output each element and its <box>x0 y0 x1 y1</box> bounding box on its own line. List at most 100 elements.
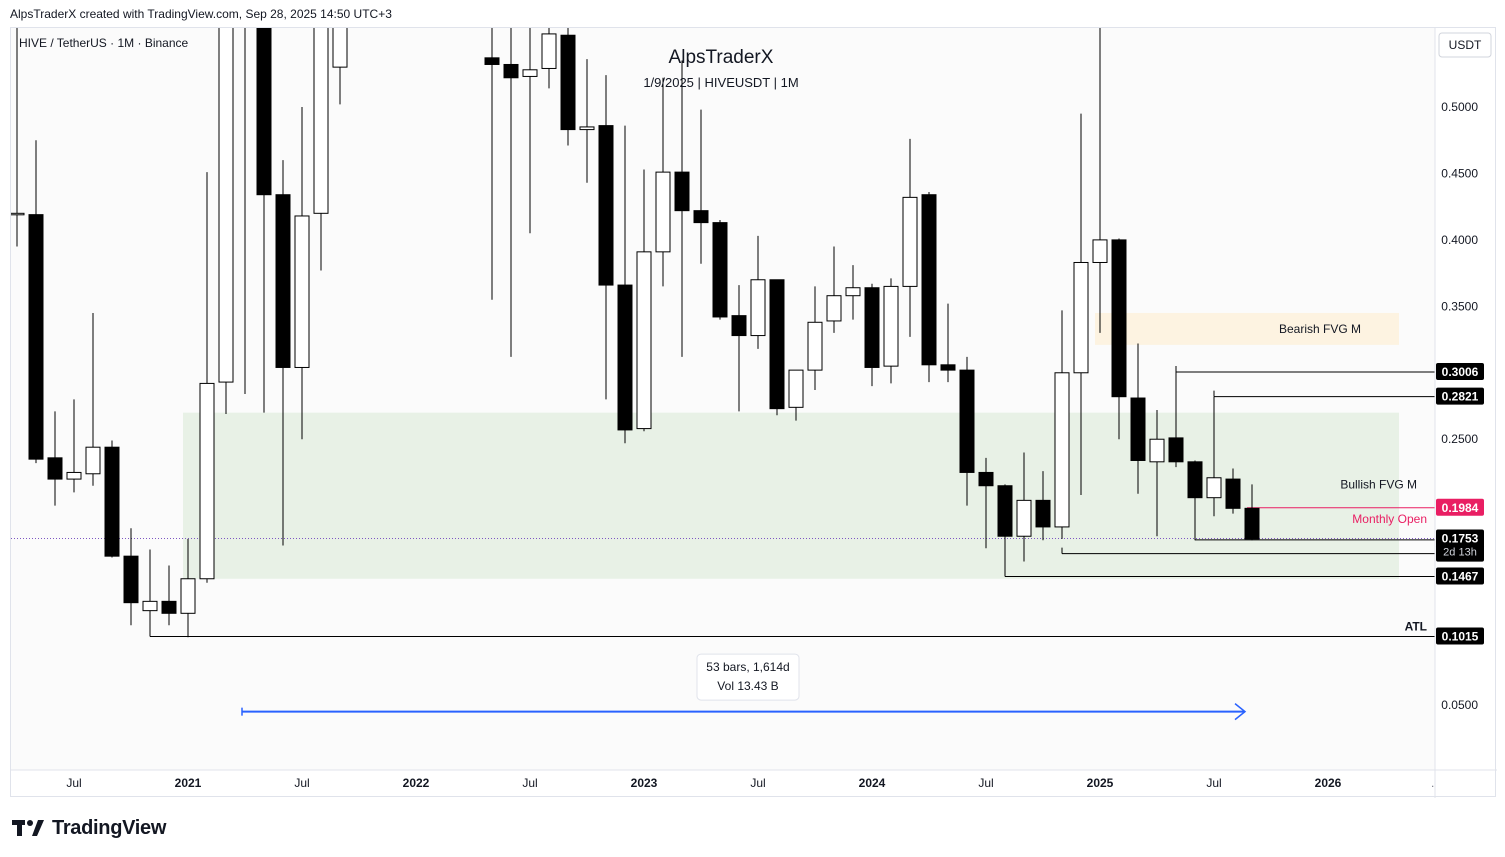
measure-info-box <box>696 653 800 701</box>
candle-body-bear <box>864 287 880 368</box>
candle[interactable] <box>218 28 234 414</box>
candle-body-bear <box>978 471 994 487</box>
candle[interactable] <box>921 192 937 383</box>
candle-body-bear <box>1168 437 1184 463</box>
candle[interactable] <box>560 28 576 146</box>
currency-badge[interactable] <box>1438 32 1492 58</box>
candle[interactable] <box>142 549 158 636</box>
candle-body-bear <box>731 315 747 337</box>
candle[interactable] <box>1130 343 1146 494</box>
plot-area[interactable]: 53 bars, 1,614d Vol 13.43 B Bearish FVG M B… <box>11 28 1435 721</box>
candle[interactable] <box>712 219 728 320</box>
candle[interactable] <box>940 303 956 383</box>
candle[interactable] <box>1187 460 1203 541</box>
candle[interactable] <box>636 169 652 432</box>
candle[interactable] <box>1149 409 1165 537</box>
y-tick-label: 0.5000 <box>1441 100 1478 114</box>
candle[interactable] <box>674 60 690 357</box>
candle[interactable] <box>541 28 557 89</box>
candle[interactable] <box>864 283 880 387</box>
candle[interactable] <box>1092 28 1108 333</box>
candle-body-bear <box>275 194 291 368</box>
candle-body-bear <box>617 284 633 431</box>
candle[interactable] <box>66 399 82 493</box>
candle[interactable] <box>1111 238 1127 440</box>
candle[interactable] <box>1054 310 1070 539</box>
candle[interactable] <box>522 28 538 234</box>
candlestick-chart[interactable]: 53 bars, 1,614d Vol 13.43 B Bearish FVG M B… <box>11 28 1497 798</box>
candle[interactable] <box>845 265 861 320</box>
candle-body-bull <box>522 69 538 77</box>
symbol-line: HIVE / TetherUS · 1M · Binance <box>19 36 189 50</box>
candle[interactable] <box>275 160 291 546</box>
candle[interactable] <box>883 278 899 384</box>
tradingview-brand[interactable]: TradingView <box>12 815 166 841</box>
candle[interactable] <box>750 235 766 349</box>
candle[interactable] <box>484 28 500 300</box>
candle[interactable] <box>28 140 44 464</box>
x-tick-label: 2022 <box>403 776 430 790</box>
candle[interactable] <box>788 369 804 421</box>
candle-body-bear <box>598 125 614 286</box>
watermark-title: AlpsTraderX <box>669 47 774 68</box>
candle-body-bull <box>313 28 329 214</box>
monthly-open-label: Monthly Open <box>1352 512 1427 526</box>
candle[interactable] <box>693 109 709 264</box>
candle[interactable] <box>11 28 25 247</box>
candle[interactable] <box>85 312 101 486</box>
last-price-countdown: 2d 13h <box>1443 546 1477 558</box>
candle[interactable] <box>769 279 785 416</box>
candle[interactable] <box>579 59 595 183</box>
y-tick-label: 0.3500 <box>1441 299 1478 313</box>
candle[interactable] <box>978 457 994 549</box>
candle-body-bull <box>218 28 234 383</box>
x-tick-label: Jul <box>978 776 993 790</box>
candle[interactable] <box>807 286 823 391</box>
candle-body-bull <box>180 578 196 614</box>
bearish-fvg-zone <box>1095 312 1399 345</box>
candle[interactable] <box>161 565 177 626</box>
price-badge <box>1436 387 1484 405</box>
candle[interactable] <box>199 172 215 583</box>
candle[interactable] <box>598 75 614 400</box>
candle[interactable] <box>238 28 252 395</box>
candle-body-bull <box>1206 477 1222 499</box>
candle[interactable] <box>1016 452 1032 562</box>
price-badge-text: 0.1015 <box>1442 630 1479 644</box>
candle[interactable] <box>503 28 519 357</box>
chart-panel[interactable]: 53 bars, 1,614d Vol 13.43 B Bearish FVG M B… <box>10 27 1497 798</box>
candle-body-bear <box>560 34 576 131</box>
candle[interactable] <box>47 411 63 506</box>
candle-body-bear <box>693 210 709 224</box>
candle-body-bear <box>1225 478 1241 509</box>
candle[interactable] <box>123 528 139 626</box>
candle[interactable] <box>959 356 975 506</box>
candle-body-bull <box>807 321 823 371</box>
candle[interactable] <box>1225 468 1241 514</box>
tradingview-logo-icon <box>12 820 44 836</box>
candle[interactable] <box>617 125 633 444</box>
candle[interactable] <box>313 28 329 271</box>
candle[interactable] <box>332 28 348 105</box>
bearish-fvg-label: Bearish FVG M <box>1279 322 1361 336</box>
atl-label: ATL <box>1405 620 1427 634</box>
candle[interactable] <box>1244 484 1260 541</box>
candle[interactable] <box>104 440 120 558</box>
candle[interactable] <box>997 484 1013 577</box>
candle[interactable] <box>1073 113 1089 496</box>
candle-body-bull <box>655 171 671 253</box>
candle[interactable] <box>256 28 272 413</box>
candle[interactable] <box>1206 396 1222 517</box>
candle[interactable] <box>826 246 842 333</box>
candle[interactable] <box>731 285 747 412</box>
candle[interactable] <box>294 107 310 440</box>
price-badge <box>1436 567 1484 585</box>
candle[interactable] <box>1168 371 1184 468</box>
x-tick-label: 2024 <box>859 776 886 790</box>
candle-body-bull <box>845 287 861 297</box>
candle[interactable] <box>902 138 918 337</box>
candle[interactable] <box>180 538 196 638</box>
candle[interactable] <box>655 77 671 287</box>
candle[interactable] <box>1035 471 1051 541</box>
brand-name: TradingView <box>52 816 167 839</box>
